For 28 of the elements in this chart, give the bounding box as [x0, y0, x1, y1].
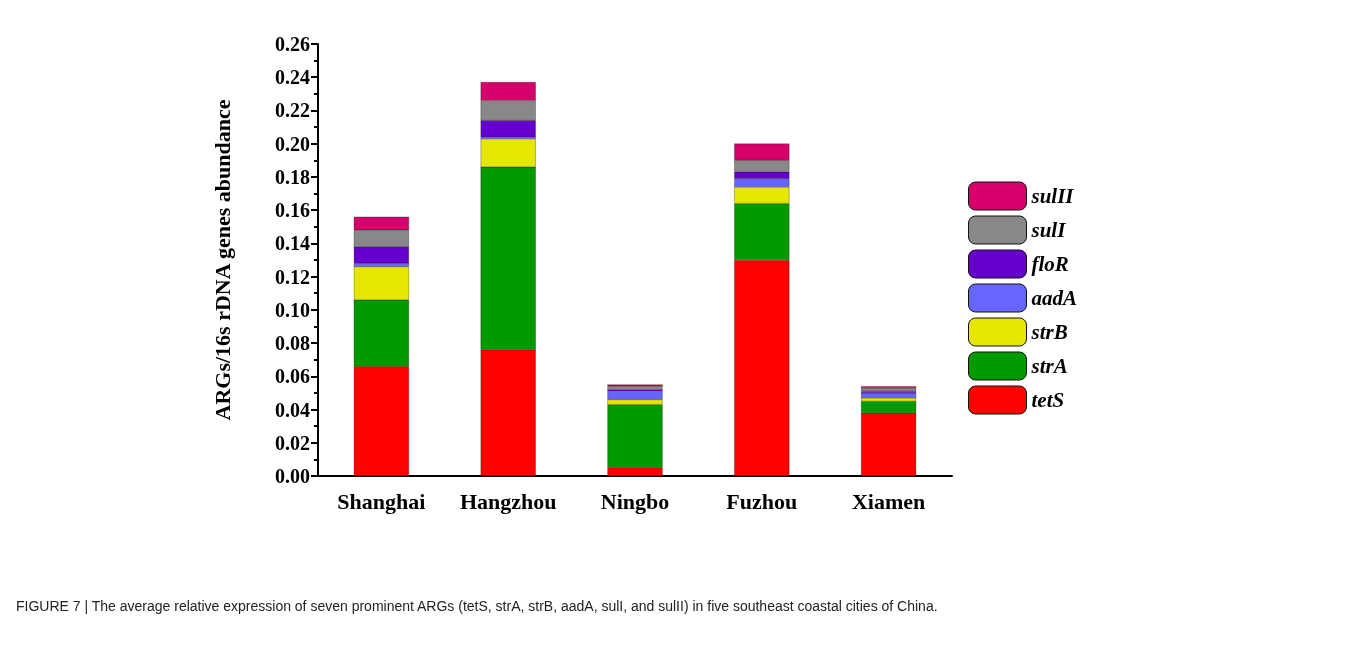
caption: FIGURE 7 | The average relative expression of seven prominent ARGs (tetS, strA, strB, aadA, sulI, and sulII) in five southeast coastal cities of China.	[16, 598, 938, 614]
legend-label: sulI	[1030, 218, 1067, 242]
legend-label: floR	[1031, 252, 1069, 276]
y-axis-title: ARGs/16s rDNA genes abundance	[209, 99, 235, 421]
y-tick-label: 0.14	[275, 232, 310, 255]
y-tick-label: 0.04	[275, 398, 310, 421]
y-tick-label: 0.00	[275, 465, 310, 487]
y-tick-label: 0.16	[275, 199, 310, 222]
y-tick-label: 0.02	[275, 431, 310, 454]
legend-label: aadA	[1031, 286, 1078, 310]
y-tick-label: 0.22	[275, 99, 310, 122]
y-tick-label: 0.12	[275, 265, 310, 288]
x-tick-label: Hangzhou	[459, 488, 557, 514]
legend-label: tetS	[1031, 388, 1065, 412]
legend-label: strB	[1030, 320, 1068, 344]
y-tick-label: 0.26	[275, 33, 310, 55]
y-tick-label: 0.18	[275, 165, 310, 188]
legend-label: sulII	[1030, 184, 1075, 208]
y-tick-label: 0.10	[275, 298, 310, 321]
y-tick-label: 0.24	[275, 66, 310, 89]
legend-label: strA	[1030, 354, 1068, 378]
y-tick-label: 0.20	[275, 132, 310, 155]
x-tick-label: Ningbo	[600, 488, 670, 514]
x-tick-label: Xiamen	[851, 488, 926, 514]
x-tick-label: Fuzhou	[726, 488, 798, 514]
y-tick-label: 0.06	[275, 365, 310, 388]
y-tick-label: 0.08	[275, 332, 310, 355]
x-tick-label: Shanghai	[337, 488, 426, 514]
